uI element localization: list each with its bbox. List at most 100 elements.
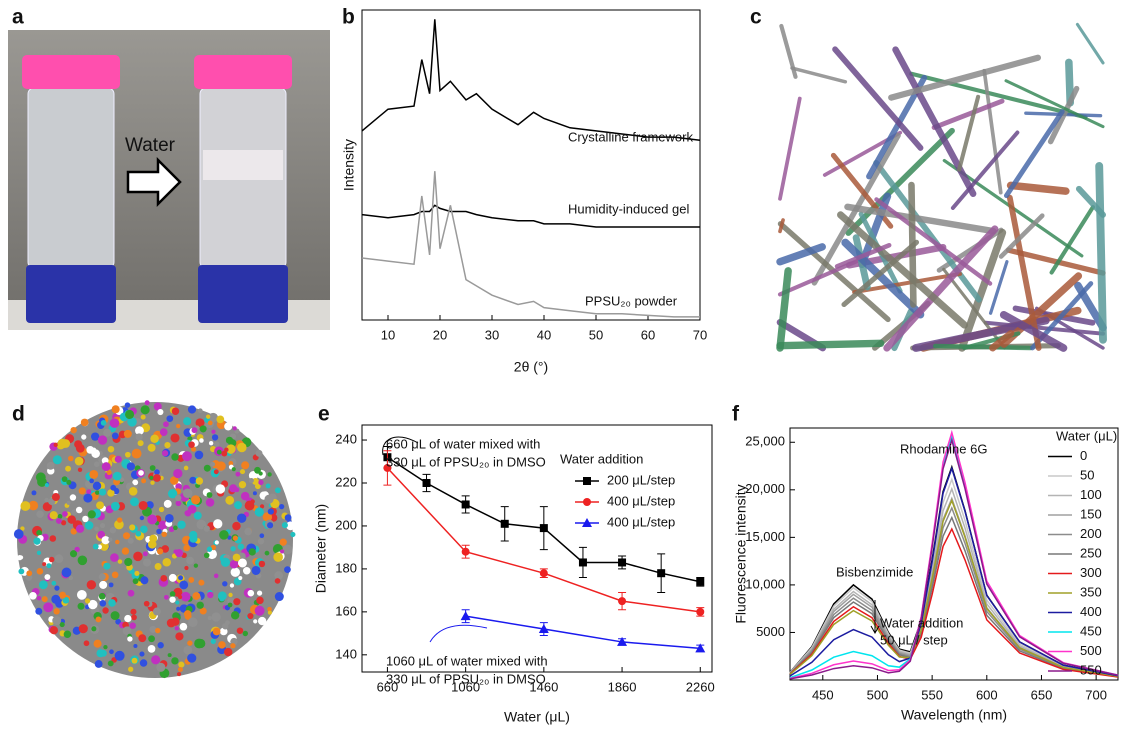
fiber [776,243,826,266]
bead [206,414,211,419]
marker [578,558,587,567]
legend-label: 150 [1080,506,1102,521]
bead [141,478,147,484]
bead [183,544,190,552]
gel-band [203,150,283,180]
bead [129,524,136,531]
bead [203,552,210,559]
bead [122,626,132,636]
bead [100,419,107,426]
y-tick-label: 15,000 [745,529,785,544]
fiber [1005,247,1106,276]
bead [222,581,228,587]
bead [90,432,100,441]
bead [134,570,140,576]
annotation: 1060 μL of water mixed with [386,653,548,668]
bead [66,500,71,505]
bead [63,630,72,638]
bead [196,601,204,609]
bead [140,525,148,534]
fiber [834,242,892,269]
bead [108,582,114,588]
bead [197,408,203,414]
marker [460,611,471,621]
bead [199,425,207,433]
x-tick-label: 60 [641,327,655,342]
fiber [957,94,981,172]
bead [20,526,25,531]
bead [182,488,193,499]
bead [228,592,233,598]
bead [254,483,261,490]
bead [53,442,58,448]
bead [83,640,90,647]
bead [36,550,42,555]
bead [207,616,212,621]
x-tick-label: 600 [976,687,998,702]
bead [43,602,54,613]
bead [188,441,195,448]
bead [109,418,120,428]
fiber [841,238,925,319]
bead [78,487,86,495]
bead [160,574,168,582]
bead [233,598,241,606]
bead [86,489,92,495]
bead [258,479,264,486]
bead [178,661,185,668]
bead [232,521,241,531]
bead [157,409,164,416]
fiber [908,181,917,308]
bead [59,621,65,628]
series-label: Crystalline framework [568,129,693,144]
bead [109,649,114,655]
bead [224,447,229,452]
bead [216,415,225,424]
legend-label: 400 [1080,604,1102,619]
bead [279,538,287,546]
bead [139,651,145,657]
bead [169,476,179,485]
bead [191,427,198,434]
bead [187,640,193,646]
bead [188,617,198,627]
photo-vials: Water [8,30,330,330]
bead [103,428,112,437]
fiber [1049,205,1095,275]
bead [81,434,87,440]
bead [179,580,189,590]
bead [183,417,192,426]
bead [80,418,89,427]
bead [48,556,55,563]
bead [99,580,108,589]
bead [286,521,295,531]
bead [95,616,102,623]
legend-label: 50 [1080,467,1094,482]
bead [135,433,143,441]
bead [221,450,228,457]
legend-label: 450 [1080,623,1102,638]
bead [169,591,176,597]
bead [68,575,74,581]
bead [161,531,167,538]
bead [189,476,197,484]
bead [232,426,237,431]
bead [240,491,250,501]
x-axis-title: Water (μL) [504,709,570,725]
bead [212,627,221,636]
bead [82,515,89,523]
bead [262,512,273,522]
bead [152,607,161,616]
plot-frame [361,424,713,673]
bead [109,526,117,534]
bead [135,426,144,436]
y-tick-label: 140 [335,646,357,661]
bead [242,630,249,637]
bead [54,585,60,591]
bead [223,647,233,657]
bead [99,522,106,529]
bead [44,497,49,503]
bead [101,462,111,472]
bead [183,465,189,471]
bead [70,426,77,434]
